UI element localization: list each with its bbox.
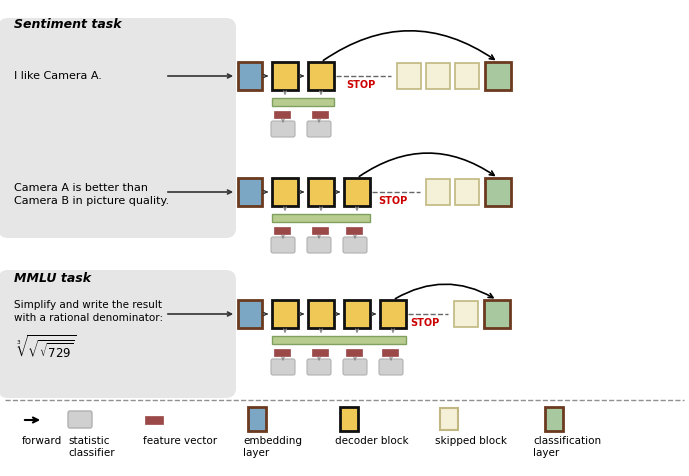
Bar	[312, 349, 328, 356]
Text: feature vector: feature vector	[143, 436, 217, 446]
FancyBboxPatch shape	[379, 359, 403, 375]
Bar	[455, 63, 479, 89]
Text: MMLU task: MMLU task	[14, 272, 91, 285]
Text: STOP: STOP	[378, 196, 407, 206]
FancyBboxPatch shape	[68, 411, 92, 428]
Bar	[340, 407, 358, 431]
Text: embedding
layer: embedding layer	[243, 436, 302, 457]
Bar	[272, 336, 406, 344]
Bar	[312, 227, 328, 234]
Bar	[426, 63, 450, 89]
Bar	[545, 407, 563, 431]
Bar	[346, 227, 362, 234]
Bar	[274, 227, 290, 234]
Text: STOP: STOP	[410, 318, 440, 328]
Text: Camera B in picture quality.: Camera B in picture quality.	[14, 196, 169, 206]
Text: classification
layer: classification layer	[533, 436, 601, 457]
FancyBboxPatch shape	[271, 121, 295, 137]
Bar	[454, 301, 478, 327]
Bar	[380, 300, 406, 328]
Text: with a rational denominator:: with a rational denominator:	[14, 313, 163, 323]
Text: decoder block: decoder block	[335, 436, 409, 446]
Bar	[274, 111, 290, 118]
FancyBboxPatch shape	[271, 359, 295, 375]
Bar	[272, 62, 298, 90]
Text: $\sqrt[3]{\sqrt{\sqrt{729}}}$: $\sqrt[3]{\sqrt{\sqrt{729}}}$	[16, 335, 76, 361]
Text: forward: forward	[22, 436, 62, 446]
Bar	[346, 349, 362, 356]
Bar	[484, 300, 510, 328]
Bar	[485, 178, 511, 206]
Bar	[344, 178, 370, 206]
Text: Camera A is better than: Camera A is better than	[14, 183, 148, 193]
FancyBboxPatch shape	[307, 237, 331, 253]
Bar	[145, 416, 163, 424]
FancyBboxPatch shape	[307, 121, 331, 137]
FancyBboxPatch shape	[271, 237, 295, 253]
Bar	[238, 178, 262, 206]
FancyBboxPatch shape	[343, 359, 367, 375]
Bar	[308, 178, 334, 206]
Bar	[426, 179, 450, 205]
Bar	[440, 408, 458, 430]
FancyBboxPatch shape	[307, 359, 331, 375]
FancyBboxPatch shape	[343, 237, 367, 253]
Bar	[238, 62, 262, 90]
Bar	[238, 300, 262, 328]
Bar	[312, 111, 328, 118]
Bar	[274, 349, 290, 356]
Bar	[455, 179, 479, 205]
Bar	[397, 63, 421, 89]
Bar	[272, 214, 370, 222]
Bar	[272, 178, 298, 206]
Bar	[248, 407, 266, 431]
Text: skipped block: skipped block	[435, 436, 507, 446]
FancyBboxPatch shape	[0, 270, 236, 398]
Bar	[308, 62, 334, 90]
FancyBboxPatch shape	[0, 18, 236, 238]
Bar	[382, 349, 398, 356]
Bar	[344, 300, 370, 328]
Bar	[272, 300, 298, 328]
Text: STOP: STOP	[346, 80, 376, 90]
Text: I like Camera A.: I like Camera A.	[14, 71, 102, 81]
Text: Simplify and write the result: Simplify and write the result	[14, 300, 162, 310]
Bar	[272, 98, 334, 106]
Bar	[308, 300, 334, 328]
Bar	[485, 62, 511, 90]
Text: Sentiment task: Sentiment task	[14, 18, 122, 31]
Text: statistic
classifier: statistic classifier	[68, 436, 114, 457]
